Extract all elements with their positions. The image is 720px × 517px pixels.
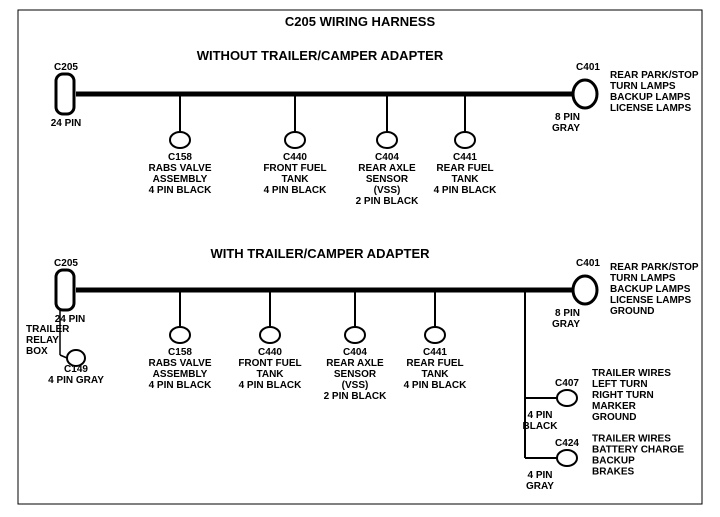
drop-label: 2 PIN BLACK xyxy=(356,196,420,207)
drop-connector xyxy=(377,132,397,148)
drop-id: C149 xyxy=(64,364,88,375)
relay-box-label: RELAY xyxy=(26,335,59,346)
connector-label: C205 xyxy=(54,258,78,269)
drop-id: C158 xyxy=(168,347,192,358)
connector-label: C205 xyxy=(54,62,78,73)
drop-connector xyxy=(425,327,445,343)
signal-label: BACKUP LAMPS xyxy=(610,284,691,295)
drop-label: TANK xyxy=(421,369,449,380)
relay-box-label: TRAILER xyxy=(26,324,70,335)
drop-label: (VSS) xyxy=(374,185,401,196)
connector-pin: 4 PIN GRAY xyxy=(48,375,104,386)
drop-label: TANK xyxy=(256,369,284,380)
drop-label: SENSOR xyxy=(366,174,409,185)
connector-pin: 8 PIN xyxy=(555,308,580,319)
drop-label: 2 PIN BLACK xyxy=(324,391,388,402)
drop-id: C407 xyxy=(555,378,579,389)
signal-label: REAR PARK/STOP xyxy=(610,262,699,273)
signal-label: TURN LAMPS xyxy=(610,81,676,92)
drop-id: C441 xyxy=(423,347,447,358)
drop-connector xyxy=(170,132,190,148)
relay-box-label: BOX xyxy=(26,346,48,357)
connector-label: C401 xyxy=(576,258,600,269)
drop-label: TANK xyxy=(281,174,309,185)
drop-id: C158 xyxy=(168,152,192,163)
connector-pin: 4 PIN xyxy=(527,410,552,421)
signal-label: MARKER xyxy=(592,401,637,412)
drop-label: RABS VALVE xyxy=(149,358,212,369)
drop-label: FRONT FUEL xyxy=(238,358,301,369)
connector-pin: GRAY xyxy=(552,319,580,330)
drop-connector xyxy=(170,327,190,343)
signal-label: RIGHT TURN xyxy=(592,390,654,401)
connector-pin: 8 PIN xyxy=(555,112,580,123)
connector-pin: 4 PIN xyxy=(527,470,552,481)
section-heading: WITHOUT TRAILER/CAMPER ADAPTER xyxy=(197,48,444,63)
connector-pin: 24 PIN xyxy=(51,118,82,129)
drop-label: ASSEMBLY xyxy=(153,369,208,380)
connector-c401 xyxy=(573,80,597,108)
drop-label: TANK xyxy=(451,174,479,185)
drop-connector xyxy=(285,132,305,148)
section-heading: WITH TRAILER/CAMPER ADAPTER xyxy=(210,246,430,261)
drop-id: C440 xyxy=(258,347,282,358)
connector-c205 xyxy=(56,74,74,114)
connector-pin: GRAY xyxy=(552,123,580,134)
connector-pin: BLACK xyxy=(523,421,559,432)
drop-connector xyxy=(345,327,365,343)
signal-label: TRAILER WIRES xyxy=(592,434,671,445)
drop-label: 4 PIN BLACK xyxy=(149,185,213,196)
signal-label: TURN LAMPS xyxy=(610,273,676,284)
connector-c401 xyxy=(573,276,597,304)
drop-connector xyxy=(260,327,280,343)
drop-id: C404 xyxy=(343,347,367,358)
drop-id: C424 xyxy=(555,438,579,449)
drop-label: REAR FUEL xyxy=(406,358,463,369)
signal-label: BATTERY CHARGE xyxy=(592,445,684,456)
drop-id: C404 xyxy=(375,152,399,163)
drop-id: C440 xyxy=(283,152,307,163)
drop-label: REAR AXLE xyxy=(326,358,384,369)
signal-label: BACKUP LAMPS xyxy=(610,92,691,103)
signal-label: TRAILER WIRES xyxy=(592,368,671,379)
drop-id: C441 xyxy=(453,152,477,163)
signal-label: LEFT TURN xyxy=(592,379,648,390)
signal-label: BRAKES xyxy=(592,467,635,478)
drop-label: (VSS) xyxy=(342,380,369,391)
drop-label: SENSOR xyxy=(334,369,377,380)
right-connector xyxy=(557,450,577,466)
drop-label: REAR FUEL xyxy=(436,163,493,174)
drop-label: 4 PIN BLACK xyxy=(434,185,498,196)
drop-connector xyxy=(455,132,475,148)
connector-c205 xyxy=(56,270,74,310)
drop-label: 4 PIN BLACK xyxy=(404,380,468,391)
signal-label: REAR PARK/STOP xyxy=(610,70,699,81)
signal-label: BACKUP xyxy=(592,456,635,467)
drop-label: FRONT FUEL xyxy=(263,163,326,174)
drop-label: 4 PIN BLACK xyxy=(264,185,328,196)
connector-label: C401 xyxy=(576,62,600,73)
drop-label: RABS VALVE xyxy=(149,163,212,174)
drop-label: 4 PIN BLACK xyxy=(149,380,213,391)
relay-stem xyxy=(60,355,67,358)
signal-label: LICENSE LAMPS xyxy=(610,103,691,114)
drop-label: 4 PIN BLACK xyxy=(239,380,303,391)
signal-label: GROUND xyxy=(592,412,636,423)
drop-label: REAR AXLE xyxy=(358,163,416,174)
signal-label: LICENSE LAMPS xyxy=(610,295,691,306)
drop-label: ASSEMBLY xyxy=(153,174,208,185)
signal-label: GROUND xyxy=(610,306,654,317)
right-connector xyxy=(557,390,577,406)
connector-pin: GRAY xyxy=(526,481,554,492)
diagram-title: C205 WIRING HARNESS xyxy=(285,14,436,29)
